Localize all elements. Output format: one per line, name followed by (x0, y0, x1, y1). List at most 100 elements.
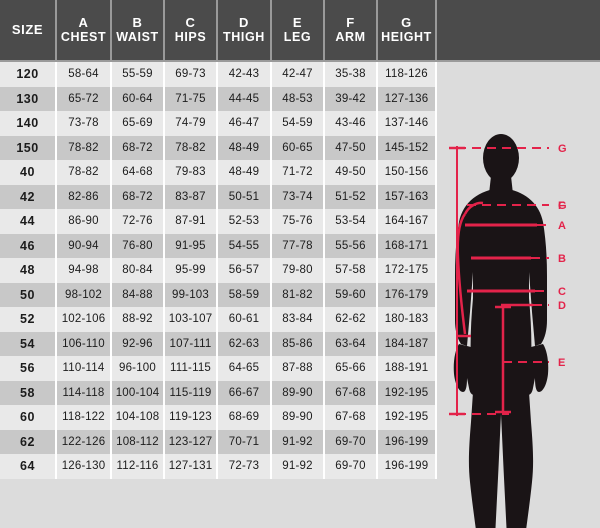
cell-value: 119-123 (163, 405, 216, 430)
cell-value: 73-74 (270, 184, 323, 209)
column-header-hips-letter: C (185, 14, 196, 30)
cell-value: 46-47 (216, 111, 270, 136)
cell-value: 137-146 (376, 111, 437, 136)
cell-size: 42 (20, 189, 35, 204)
column-header-waist-letter: B (132, 14, 143, 30)
cell-value: 80-84 (110, 258, 163, 283)
cell-value: 65-69 (110, 111, 163, 136)
cell-value: 111-115 (163, 356, 216, 381)
cell-value: 55-59 (110, 62, 163, 87)
cell-value: 110-114 (55, 356, 110, 381)
cell-value: 98-102 (55, 282, 110, 307)
column-header-leg-letter: E (292, 14, 303, 30)
cell-value: 115-119 (163, 380, 216, 405)
column-header-chest-letter: A (78, 14, 89, 30)
cell-value: 57-58 (323, 258, 376, 283)
cell-value: 184-187 (376, 331, 437, 356)
table-row: 40 78-82 64-68 79-83 48-49 71-72 49-50 150-156 (0, 160, 437, 185)
marker-line-F (456, 201, 549, 338)
column-header-height-letter: G (401, 14, 412, 30)
column-header-chest: A CHEST (55, 0, 110, 60)
cell-value: 74-79 (163, 111, 216, 136)
cell-value: 107-111 (163, 331, 216, 356)
cell-value: 83-87 (163, 184, 216, 209)
marker-line-E (495, 305, 549, 414)
cell-value: 157-163 (376, 184, 437, 209)
cell-value: 65-66 (323, 356, 376, 381)
table-row: 130 65-72 60-64 71-75 44-45 48-53 39-42 127-136 (0, 86, 437, 111)
column-header-chest-name: CHEST (60, 30, 107, 45)
cell-size: 150 (16, 140, 39, 155)
cell-value: 127-136 (376, 86, 437, 111)
cell-value: 83-84 (270, 307, 323, 332)
cell-value: 71-75 (163, 86, 216, 111)
table-row: 50 98-102 84-88 99-103 58-59 81-82 59-60 176-17… (0, 282, 437, 307)
header-cells: SIZE A CHEST B WAIST C HIPS D THIGH E LE… (0, 0, 437, 60)
cell-value: 48-49 (216, 135, 270, 160)
cell-value: 67-68 (323, 380, 376, 405)
cell-value: 78-82 (55, 160, 110, 185)
cell-value: 69-70 (323, 429, 376, 454)
column-header-thigh: D THIGH (216, 0, 270, 60)
cell-value: 103-107 (163, 307, 216, 332)
cell-value: 42-47 (270, 62, 323, 87)
column-header-arm-letter: F (346, 14, 355, 30)
cell-value: 69-73 (163, 62, 216, 87)
cell-value: 75-76 (270, 209, 323, 234)
table-row: 140 73-78 65-69 74-79 46-47 54-59 43-46 137-146 (0, 111, 437, 136)
cell-size: 46 (20, 238, 35, 253)
cell-value: 78-82 (163, 135, 216, 160)
cell-value: 172-175 (376, 258, 437, 283)
column-header-height-name: HEIGHT (381, 30, 432, 45)
column-header-leg: E LEG (270, 0, 323, 60)
marker-label-G: G (558, 200, 567, 212)
column-header-thigh-name: THIGH (223, 30, 265, 45)
cell-size: 62 (20, 434, 35, 449)
marker-label-C-text: C (558, 286, 566, 298)
cell-size: 48 (20, 263, 35, 278)
cell-value: 84-88 (110, 282, 163, 307)
cell-value: 81-82 (270, 282, 323, 307)
marker-label-F-text: F (558, 200, 565, 212)
cell-value: 91-92 (270, 429, 323, 454)
column-header-size-letter: SIZE (11, 21, 44, 37)
cell-value: 168-171 (376, 233, 437, 258)
cell-size: 52 (20, 312, 35, 327)
cell-value: 77-78 (270, 233, 323, 258)
marker-label-G-text: G (558, 143, 567, 155)
column-header-arm-name: ARM (335, 30, 366, 45)
table-row: 120 58-64 55-59 69-73 42-43 42-47 35-38 118-126 (0, 62, 437, 87)
cell-value: 127-131 (163, 454, 216, 479)
cell-value: 66-67 (216, 380, 270, 405)
cell-size: 50 (20, 287, 35, 302)
cell-value: 68-69 (216, 405, 270, 430)
cell-value: 104-108 (110, 405, 163, 430)
marker-label-D-text: D (558, 300, 566, 312)
cell-value: 52-53 (216, 209, 270, 234)
cell-value: 42-43 (216, 62, 270, 87)
cell-value: 126-130 (55, 454, 110, 479)
cell-value: 94-98 (55, 258, 110, 283)
cell-value: 112-116 (110, 454, 163, 479)
cell-value: 91-92 (270, 454, 323, 479)
cell-value: 88-92 (110, 307, 163, 332)
cell-value: 71-72 (270, 160, 323, 185)
cell-value: 95-99 (163, 258, 216, 283)
marker-labels: G (558, 200, 567, 212)
body-silhouette (453, 134, 549, 528)
cell-value: 63-64 (323, 331, 376, 356)
cell-value: 192-195 (376, 405, 437, 430)
cell-value: 108-112 (110, 429, 163, 454)
cell-value: 89-90 (270, 380, 323, 405)
cell-value: 43-46 (323, 111, 376, 136)
cell-value: 58-64 (55, 62, 110, 87)
cell-value: 60-61 (216, 307, 270, 332)
cell-value: 72-76 (110, 209, 163, 234)
cell-value: 87-91 (163, 209, 216, 234)
cell-value: 118-122 (55, 405, 110, 430)
cell-value: 96-100 (110, 356, 163, 381)
cell-value: 106-110 (55, 331, 110, 356)
cell-value: 48-49 (216, 160, 270, 185)
column-header-hips: C HIPS (163, 0, 216, 60)
cell-value: 114-118 (55, 380, 110, 405)
